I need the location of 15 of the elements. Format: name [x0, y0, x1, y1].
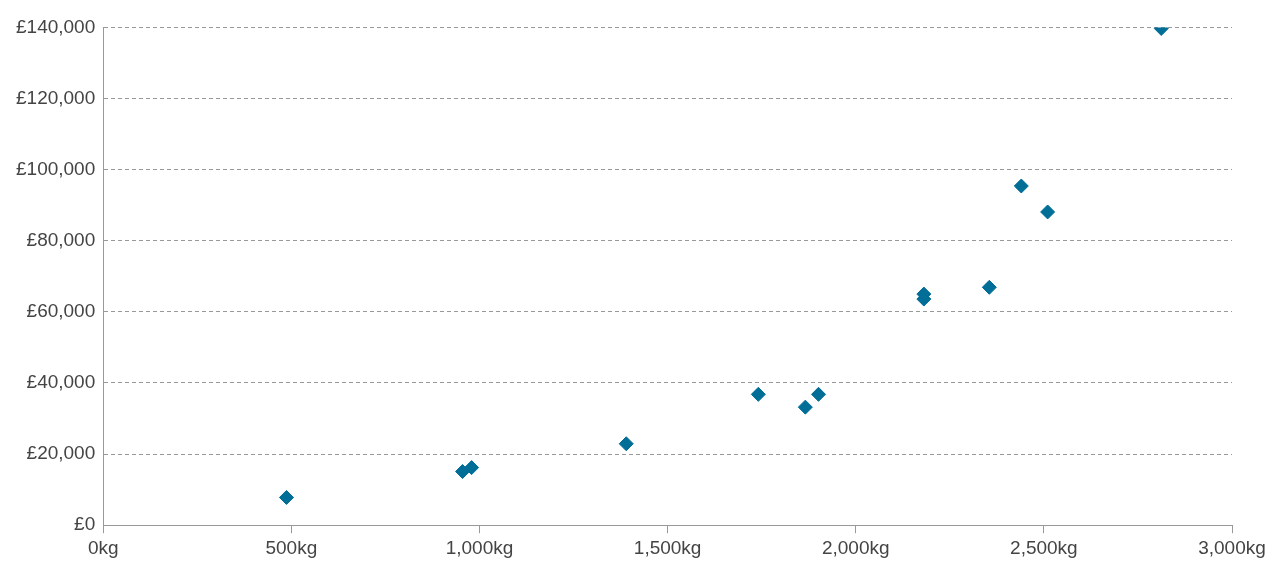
x-tick-label: 500kg — [265, 536, 318, 558]
x-tick-label: 2,500kg — [1010, 536, 1078, 558]
x-tick-label: 1,500kg — [633, 536, 702, 558]
y-tick-label: £80,000 — [26, 228, 96, 250]
x-tick-label: 3,000kg — [1198, 536, 1266, 558]
x-tick-label: 0kg — [87, 536, 119, 558]
y-tick-label: £140,000 — [16, 15, 96, 37]
y-tick-label: £20,000 — [26, 442, 96, 464]
x-tick-label: 1,000kg — [445, 536, 514, 558]
y-tick-label: £0 — [74, 513, 96, 535]
y-tick-label: £120,000 — [16, 86, 96, 108]
y-tick-label: £100,000 — [16, 157, 96, 179]
y-tick-label: £40,000 — [26, 371, 96, 393]
y-tick-label: £60,000 — [26, 300, 96, 322]
x-tick-label: 2,000kg — [821, 536, 890, 558]
